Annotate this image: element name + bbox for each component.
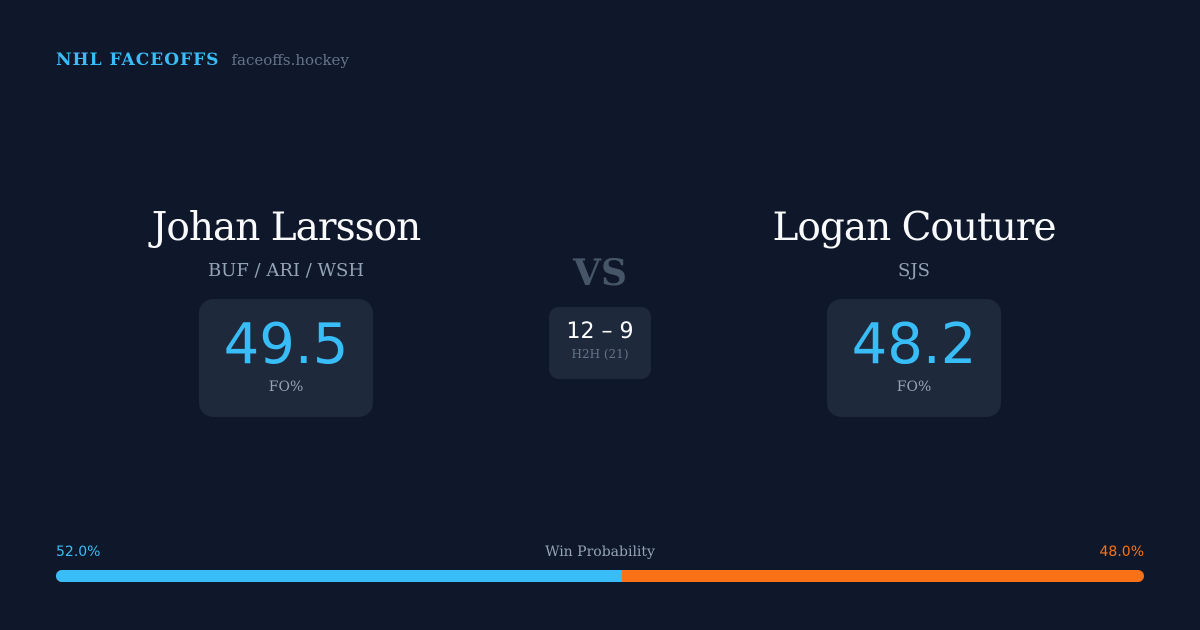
right-player-name: Logan Couture: [772, 205, 1056, 250]
win-prob-bar: [56, 570, 1144, 582]
left-fo-label: FO%: [268, 379, 304, 395]
right-win-prob: 48.0%: [1099, 544, 1144, 560]
h2h-count: H2H (21): [571, 347, 629, 361]
win-prob-label: Win Probability: [545, 544, 655, 560]
right-fo-card: 48.2 FO%: [827, 299, 1001, 417]
left-player: Johan Larsson BUF / ARI / WSH 49.5 FO%: [76, 205, 496, 417]
left-win-prob: 52.0%: [56, 544, 101, 560]
brand-url: faceoffs.hockey: [231, 51, 349, 69]
left-player-teams: BUF / ARI / WSH: [207, 260, 365, 281]
left-fo-value: 49.5: [223, 312, 349, 377]
right-fo-label: FO%: [896, 379, 932, 395]
left-fo-card: 49.5 FO%: [199, 299, 373, 417]
vs-label: VS: [573, 252, 627, 294]
right-player-teams: SJS: [898, 260, 930, 281]
brand-header: NHL FACEOFFS faceoffs.hockey: [56, 50, 349, 70]
left-player-name: Johan Larsson: [151, 205, 421, 250]
brand-title: NHL FACEOFFS: [56, 50, 220, 70]
left-win-prob-fill: [56, 570, 622, 582]
right-fo-value: 48.2: [851, 312, 977, 377]
h2h-card: 12 – 9 H2H (21): [549, 307, 651, 379]
right-player: Logan Couture SJS 48.2 FO%: [704, 205, 1124, 417]
h2h-score: 12 – 9: [566, 319, 634, 344]
